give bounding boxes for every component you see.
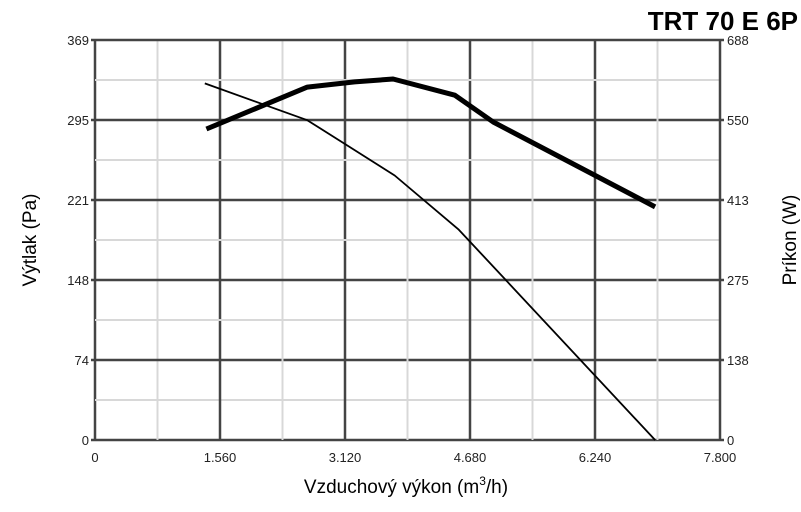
x-tick-label: 6.240 — [579, 450, 612, 465]
y-tick-label: 148 — [67, 273, 89, 288]
x-tick-label: 4.680 — [454, 450, 487, 465]
series-line-pressure — [204, 82, 656, 441]
y-axis-label: Výtlak (Pa) — [20, 194, 41, 287]
x-axis-label: Vzduchový výkon (m3/h) — [304, 474, 508, 498]
y-tick-label: 74 — [75, 353, 89, 368]
x-tick-label: 3.120 — [329, 450, 362, 465]
y-tick-label: 221 — [67, 193, 89, 208]
y2-tick-label: 550 — [727, 113, 749, 128]
series-line-power — [205, 76, 657, 210]
x-tick-label: 0 — [91, 450, 98, 465]
y-tick-label: 369 — [67, 33, 89, 48]
x-tick-label: 7.800 — [704, 450, 737, 465]
chart-title: TRT 70 E 6P — [648, 6, 798, 36]
y2-tick-label: 275 — [727, 273, 749, 288]
y2-tick-label: 413 — [727, 193, 749, 208]
y2-tick-label: 0 — [727, 433, 734, 448]
y2-tick-label: 138 — [727, 353, 749, 368]
x-tick-label: 1.560 — [204, 450, 237, 465]
y-tick-label: 295 — [67, 113, 89, 128]
y2-tick-label: 688 — [727, 33, 749, 48]
y-tick-label: 0 — [82, 433, 89, 448]
y2-axis-label: Príkon (W) — [780, 195, 801, 286]
